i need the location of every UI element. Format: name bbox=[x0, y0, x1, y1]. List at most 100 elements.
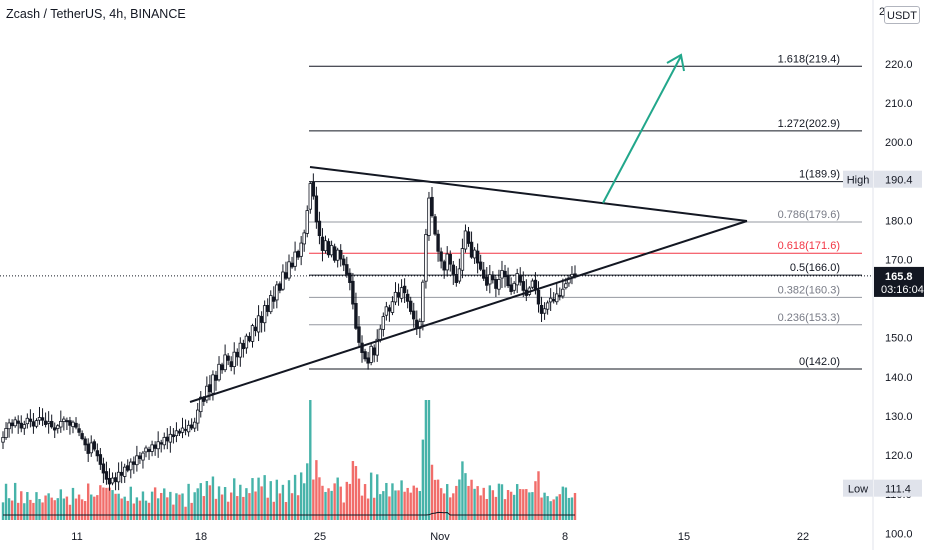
volume-bar-47 bbox=[144, 500, 148, 520]
volume-bar-165 bbox=[503, 499, 507, 520]
candle-body-152 bbox=[463, 230, 468, 250]
volume-bar-167 bbox=[509, 491, 513, 520]
volume-bar-114 bbox=[348, 483, 352, 520]
volume-bar-29 bbox=[90, 494, 93, 520]
candle-body-148 bbox=[451, 264, 455, 275]
candle-layer bbox=[1, 173, 577, 491]
volume-bar-6 bbox=[20, 491, 23, 520]
candle-body-170 bbox=[518, 274, 522, 283]
volume-bar-147 bbox=[449, 497, 452, 520]
candle-body-35 bbox=[107, 477, 112, 485]
volume-bar-187 bbox=[570, 497, 574, 520]
candle-body-12 bbox=[37, 417, 42, 421]
volume-bar-164 bbox=[500, 484, 504, 520]
volume-bar-100 bbox=[306, 463, 309, 520]
volume-bar-172 bbox=[525, 489, 528, 520]
candle-body-13 bbox=[40, 417, 45, 421]
marker-label-1: Low bbox=[848, 484, 868, 496]
volume-bar-111 bbox=[339, 486, 342, 520]
currency-button[interactable]: USDT bbox=[884, 6, 920, 24]
volume-bar-63 bbox=[193, 492, 196, 520]
volume-bar-46 bbox=[141, 491, 145, 520]
candle-body-143 bbox=[436, 233, 440, 252]
volume-bar-70 bbox=[214, 498, 218, 520]
volume-bar-108 bbox=[330, 490, 333, 520]
marker-label-0: High bbox=[847, 175, 870, 187]
volume-bar-64 bbox=[196, 488, 199, 520]
volume-bar-158 bbox=[482, 487, 485, 520]
volume-bar-156 bbox=[476, 486, 479, 520]
volume-bar-75 bbox=[229, 492, 233, 520]
candle-body-28 bbox=[86, 443, 90, 454]
volume-bar-32 bbox=[99, 485, 102, 520]
volume-bar-94 bbox=[287, 480, 291, 520]
volume-bar-49 bbox=[150, 491, 154, 520]
price-tick-label-4: 140.0 bbox=[885, 372, 913, 384]
volume-bar-40 bbox=[123, 496, 126, 520]
volume-bar-23 bbox=[71, 487, 75, 520]
candle-body-115 bbox=[351, 280, 355, 305]
candle-body-131 bbox=[399, 287, 404, 299]
candle-body-91 bbox=[278, 283, 282, 291]
volume-bar-77 bbox=[236, 496, 239, 520]
time-tick-label-6: 22 bbox=[797, 531, 809, 543]
triangle-lower-line bbox=[189, 220, 748, 403]
candle-body-19 bbox=[59, 421, 63, 428]
price-tick-label-8: 200.0 bbox=[885, 137, 913, 149]
candle-body-99 bbox=[302, 232, 306, 245]
volume-bar-16 bbox=[50, 497, 53, 520]
candle-body-39 bbox=[119, 471, 124, 476]
price-axis-top-label: 2 bbox=[879, 6, 886, 18]
volume-bar-150 bbox=[458, 479, 461, 520]
triangle-upper-line bbox=[309, 166, 748, 222]
candle-body-185 bbox=[564, 283, 568, 289]
volume-bar-4 bbox=[13, 482, 17, 520]
volume-bar-93 bbox=[284, 502, 288, 520]
candle-body-58 bbox=[177, 430, 182, 434]
marker-value-bg-1 bbox=[874, 479, 922, 497]
volume-bar-82 bbox=[251, 478, 254, 520]
candle-body-48 bbox=[147, 449, 151, 452]
candle-body-171 bbox=[521, 281, 525, 291]
volume-bar-80 bbox=[245, 488, 248, 520]
candle-body-92 bbox=[281, 271, 285, 290]
volume-bar-113 bbox=[345, 481, 349, 520]
candle-body-168 bbox=[512, 282, 516, 291]
candle-body-26 bbox=[80, 433, 84, 440]
candle-body-9 bbox=[28, 418, 33, 422]
volume-bar-44 bbox=[135, 497, 139, 520]
candle-body-15 bbox=[46, 421, 51, 424]
volume-bar-130 bbox=[397, 490, 400, 520]
volume-bar-154 bbox=[470, 479, 473, 520]
volume-bar-58 bbox=[178, 494, 181, 520]
candle-body-164 bbox=[500, 270, 504, 279]
candle-body-133 bbox=[405, 293, 410, 302]
volume-bar-119 bbox=[363, 484, 367, 520]
fib-level-label-4: 0.618(171.6) bbox=[778, 240, 840, 252]
volume-bar-39 bbox=[120, 498, 123, 520]
candle-body-177 bbox=[539, 304, 544, 314]
candle-body-107 bbox=[326, 241, 331, 256]
volume-bar-146 bbox=[446, 484, 449, 520]
candle-body-122 bbox=[372, 347, 376, 356]
candle-body-32 bbox=[98, 454, 103, 465]
candle-body-22 bbox=[68, 420, 72, 426]
volume-bar-157 bbox=[479, 495, 482, 520]
price-tick-label-2: 120.0 bbox=[885, 450, 913, 462]
candle-body-79 bbox=[241, 343, 246, 350]
volume-bar-185 bbox=[564, 487, 568, 520]
volume-bar-178 bbox=[543, 492, 546, 520]
candle-body-155 bbox=[472, 249, 477, 259]
candle-body-130 bbox=[396, 292, 401, 298]
volume-bar-129 bbox=[394, 490, 397, 520]
volume-bar-69 bbox=[211, 476, 215, 520]
candle-body-100 bbox=[305, 210, 309, 234]
volume-bar-86 bbox=[263, 475, 266, 520]
candle-body-33 bbox=[101, 463, 106, 474]
volume-bar-60 bbox=[184, 506, 187, 520]
volume-bar-169 bbox=[515, 484, 519, 520]
candle-body-43 bbox=[132, 461, 136, 465]
volume-bar-88 bbox=[269, 481, 272, 520]
